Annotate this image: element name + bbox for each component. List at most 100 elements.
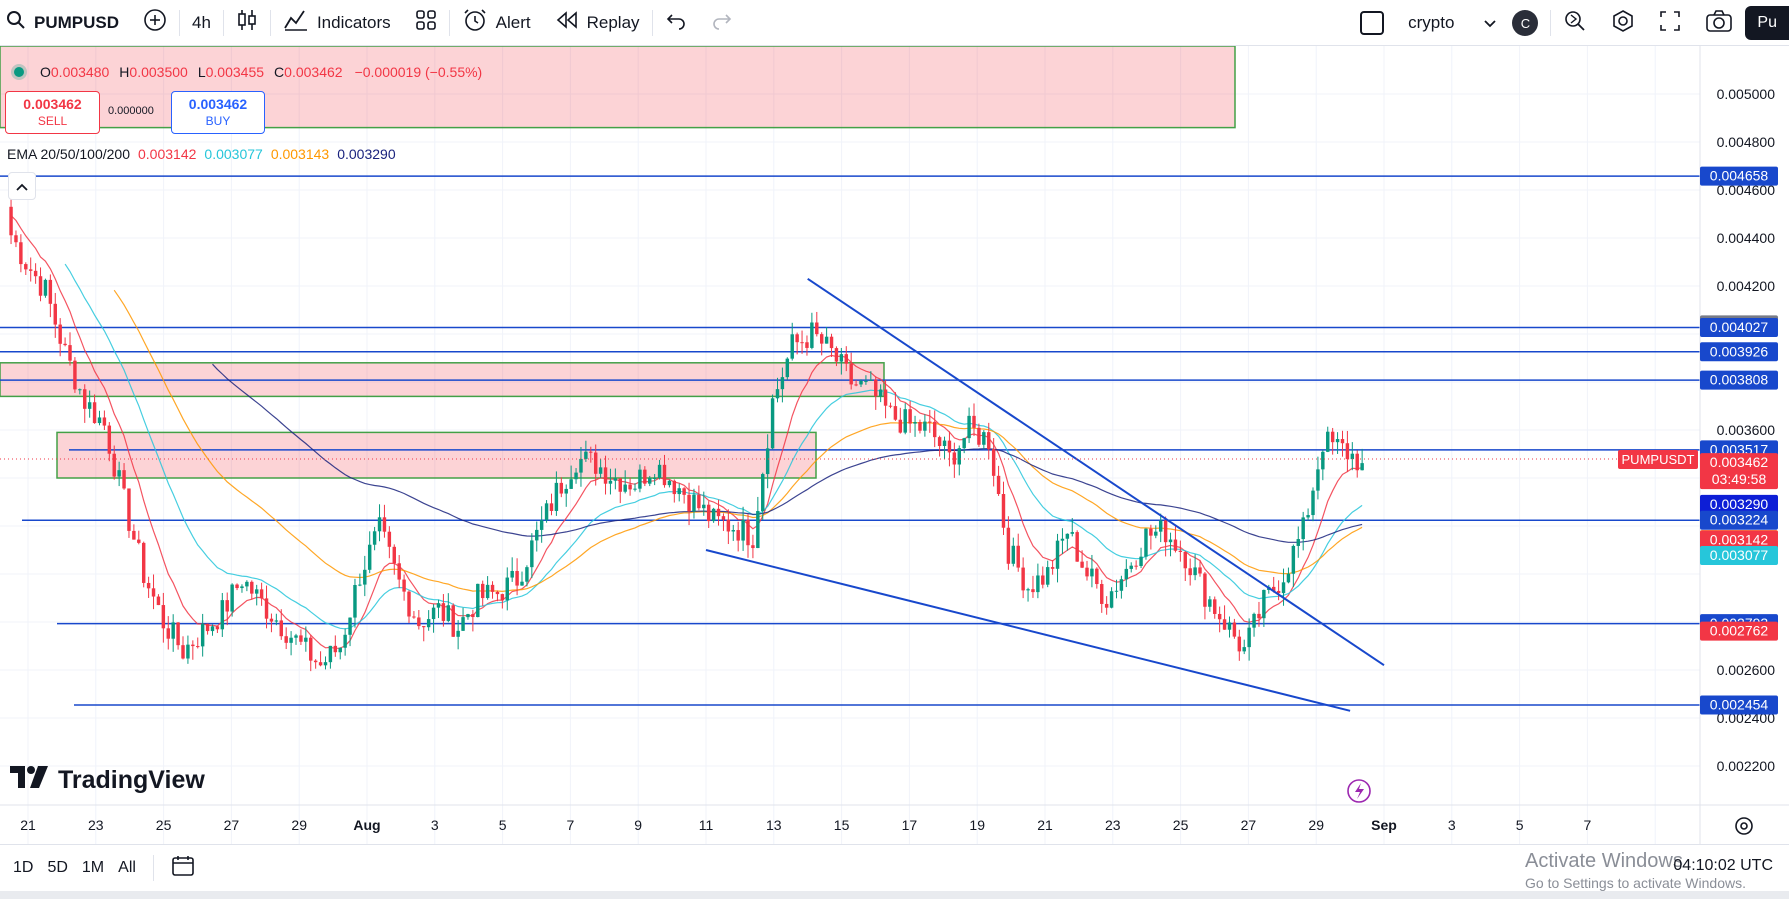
candle xyxy=(564,488,568,494)
time-tick-label: 25 xyxy=(1173,817,1189,833)
utc-clock[interactable]: 04:10:02 UTC xyxy=(1673,857,1773,874)
candle xyxy=(220,600,225,630)
candle xyxy=(230,584,234,612)
range-1m-button[interactable]: 1M xyxy=(81,859,105,876)
interval-button[interactable]: 4h xyxy=(180,0,223,46)
candle xyxy=(982,432,986,445)
candle xyxy=(1227,622,1232,630)
candle xyxy=(1001,494,1006,528)
toolbar-divider xyxy=(1550,10,1552,36)
snapshot-button[interactable] xyxy=(1693,0,1745,46)
quick-search-button[interactable] xyxy=(1551,0,1599,46)
publish-button[interactable]: Pu xyxy=(1745,6,1789,40)
candle xyxy=(127,488,131,531)
sell-label: SELL xyxy=(37,113,68,128)
price-label-box xyxy=(1700,453,1778,490)
multi-layout-button[interactable] xyxy=(1348,0,1396,46)
chart-canvas[interactable]: 0.005000 0.004800 0.004600 0.004400 0.004200… xyxy=(0,46,1789,844)
candle xyxy=(716,508,721,517)
time-tick-label: 27 xyxy=(1241,817,1257,833)
price-label-box xyxy=(1700,318,1778,338)
symbol-search-button[interactable]: PUMPUSD xyxy=(0,0,131,46)
candle xyxy=(987,432,991,450)
candle xyxy=(805,342,809,348)
time-tick-label: 19 xyxy=(969,817,985,833)
candle xyxy=(1237,636,1242,652)
candle xyxy=(456,630,460,637)
compare-symbol-button[interactable] xyxy=(131,0,179,46)
candle xyxy=(363,569,367,585)
alert-button[interactable]: Alert xyxy=(450,0,543,46)
candle xyxy=(1271,586,1276,591)
candle xyxy=(672,480,677,495)
price-tick-label: 0.003600 xyxy=(1717,422,1776,438)
candle xyxy=(598,467,603,474)
candle xyxy=(697,494,701,509)
redo-button[interactable] xyxy=(699,0,745,46)
candle xyxy=(1011,545,1016,564)
candle xyxy=(569,479,573,489)
candle xyxy=(323,662,328,666)
candle xyxy=(294,635,298,638)
chart-settings-gear-icon[interactable] xyxy=(1735,817,1753,835)
candle xyxy=(1208,599,1212,607)
user-menu-button[interactable]: C xyxy=(1508,0,1550,46)
candle xyxy=(682,488,686,495)
candle xyxy=(549,503,554,511)
replay-button[interactable]: Replay xyxy=(543,0,652,46)
sell-button[interactable]: 0.003462 SELL xyxy=(5,91,100,134)
candle xyxy=(1281,582,1286,594)
time-tick-label: 27 xyxy=(224,817,240,833)
indicators-button[interactable]: Indicators xyxy=(271,0,403,46)
goto-date-button[interactable] xyxy=(164,855,204,882)
candle xyxy=(240,586,244,589)
templates-button[interactable] xyxy=(403,0,449,46)
candle xyxy=(441,603,446,621)
candle xyxy=(706,504,711,522)
candle xyxy=(1041,575,1045,585)
candle xyxy=(196,646,200,648)
candle xyxy=(274,620,279,622)
candle xyxy=(1217,613,1222,620)
high-value: 0.003500 xyxy=(129,64,188,80)
ema-legend[interactable]: EMA 20/50/100/200 0.003142 0.003077 0.00… xyxy=(7,146,396,162)
candle xyxy=(1075,532,1079,562)
open-label: O xyxy=(40,64,51,80)
range-1d-button[interactable]: 1D xyxy=(13,859,34,876)
time-axis: 21 23 25 27 29 Aug 3 5 7 9 11 13 15 17 19 21 23 25 27 29 Sep… xyxy=(0,46,1789,844)
settings-button[interactable] xyxy=(1599,0,1647,46)
symbol-tag: PUMPUSDT xyxy=(1618,450,1698,469)
candle xyxy=(28,269,33,271)
chart-type-button[interactable] xyxy=(224,0,270,46)
time-tick-label: 17 xyxy=(902,817,918,833)
range-all-button[interactable]: All xyxy=(118,859,136,876)
candle xyxy=(1149,528,1153,536)
candle xyxy=(1262,589,1266,619)
fullscreen-button[interactable] xyxy=(1647,0,1693,46)
candle xyxy=(191,644,195,647)
candle xyxy=(377,517,382,532)
ema-100-line xyxy=(113,289,1363,593)
time-tick-label: 29 xyxy=(291,817,307,833)
candle xyxy=(1144,528,1148,557)
collapse-legend-button[interactable] xyxy=(8,172,36,200)
candle xyxy=(918,422,922,431)
indicators-label: Indicators xyxy=(316,12,391,32)
ema-200-value: 0.003290 xyxy=(337,146,396,162)
flash-icon[interactable] xyxy=(1347,779,1371,803)
low-value: 0.003455 xyxy=(205,64,265,80)
candle xyxy=(24,264,28,270)
candle xyxy=(761,474,765,512)
candle xyxy=(1055,540,1060,569)
candle xyxy=(284,636,288,643)
buy-button[interactable]: 0.003462 BUY xyxy=(171,91,265,134)
candle xyxy=(977,427,981,445)
layout-name-button[interactable]: crypto xyxy=(1396,0,1508,46)
undo-button[interactable] xyxy=(653,0,699,46)
candle xyxy=(1276,590,1281,594)
close-label: C xyxy=(274,64,285,80)
range-5d-button[interactable]: 5D xyxy=(47,859,68,876)
time-tick-label: 21 xyxy=(1037,817,1053,833)
candle xyxy=(815,322,819,335)
candle xyxy=(667,480,672,486)
